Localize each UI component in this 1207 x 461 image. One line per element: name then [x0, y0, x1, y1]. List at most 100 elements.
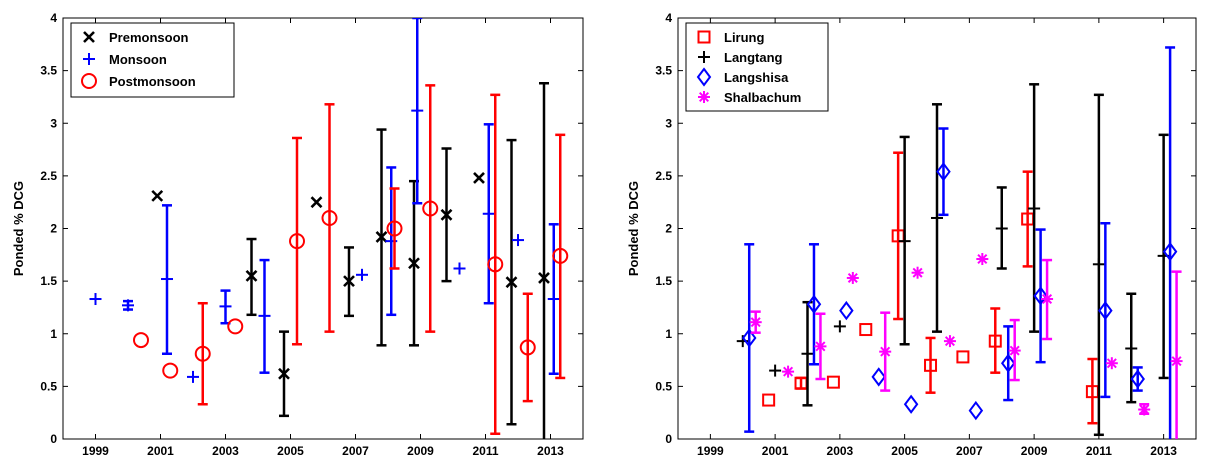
data-point [375, 231, 388, 243]
legend-marker [698, 91, 710, 103]
legend-marker [83, 31, 95, 43]
legend: Premonsoon Monsoon Postmonsoon [70, 22, 235, 98]
y-axis-label: Ponded % DCG [626, 181, 641, 276]
data-point [133, 332, 149, 349]
data-point [859, 323, 873, 337]
legend-label: Monsoon [109, 52, 167, 67]
data-point [769, 364, 782, 377]
data-point [782, 365, 795, 378]
x-tick-label: 2003 [212, 444, 239, 458]
data-point [538, 272, 550, 284]
data-point [846, 271, 859, 284]
data-point [356, 268, 368, 281]
x-tick-label: 2009 [407, 444, 434, 458]
x-tick-label: 2013 [537, 444, 564, 458]
error-bar [938, 127, 949, 217]
data-point [289, 233, 305, 250]
y-tick-label: 3.5 [655, 64, 672, 78]
x-tick-label: 2007 [342, 444, 369, 458]
data-point [310, 196, 323, 209]
data-point [943, 335, 956, 348]
data-point [487, 256, 504, 273]
data-point [278, 367, 290, 380]
data-point [968, 400, 984, 421]
y-tick-label: 0.5 [40, 379, 57, 393]
y-tick-label: 2.5 [655, 169, 672, 183]
legend-entry: Shalbachum [698, 90, 801, 105]
data-point [762, 393, 776, 407]
legend-box [70, 22, 235, 98]
data-point [741, 328, 757, 348]
left-seasonal-chart: 0 0.5 1 1.5 2 2.5 3 3.5 4 1999 2001 2003 2005 2007 200… [11, 11, 584, 458]
y-axis-label: Ponded % DCG [11, 181, 26, 276]
data-point [976, 253, 989, 266]
y-tick-label: 0.5 [655, 379, 672, 393]
series-langshisa [741, 46, 1178, 439]
data-point [519, 339, 536, 356]
data-point [512, 234, 524, 247]
x-tick-label: 2005 [277, 444, 304, 458]
error-bar [197, 301, 208, 406]
series-postmonsoon [133, 84, 569, 435]
legend-entry: Langshisa [696, 67, 789, 87]
y-tick-label: 4 [50, 11, 57, 25]
data-point [1092, 258, 1105, 271]
data-point [386, 220, 403, 237]
y-tick-label: 0 [665, 432, 672, 446]
data-point [988, 334, 1002, 348]
data-point [1105, 357, 1118, 370]
x-tick-label: 1999 [697, 444, 724, 458]
y-tick-label: 4 [665, 11, 672, 25]
y-tick-label: 2.5 [40, 169, 57, 183]
legend-marker [83, 53, 95, 65]
legend-marker [81, 73, 97, 89]
series-monsoon [89, 18, 560, 383]
x-tick-label: 2011 [472, 444, 498, 458]
y-tick-label: 1.5 [40, 274, 57, 288]
data-point [879, 345, 892, 358]
data-point [1028, 202, 1041, 215]
data-point [162, 362, 179, 379]
data-point [1162, 241, 1178, 262]
data-point [552, 247, 569, 264]
series-langtang [736, 83, 1170, 437]
error-bar [1165, 46, 1176, 439]
series-shalbachum [749, 253, 1183, 439]
legend-label: Langshisa [724, 70, 789, 85]
data-point [422, 200, 439, 217]
error-bar [990, 307, 1001, 374]
x-tick-label: 2001 [762, 444, 789, 458]
data-point [898, 235, 911, 248]
error-bar [1100, 221, 1111, 399]
legend-entry: Postmonsoon [81, 73, 196, 89]
error-bar [292, 136, 302, 346]
error-bar [744, 243, 755, 433]
legend-label: Shalbachum [724, 90, 801, 105]
data-point [482, 207, 495, 220]
error-bar [1022, 170, 1033, 268]
data-point [806, 294, 822, 314]
y-tick-label: 1.5 [655, 274, 672, 288]
data-point [995, 222, 1008, 235]
data-point [749, 316, 762, 329]
x-tick-label: 2007 [956, 444, 983, 458]
error-bar [893, 151, 904, 321]
legend-label: Langtang [724, 50, 783, 65]
data-point [1098, 300, 1113, 321]
x-tick-label: 1999 [82, 444, 109, 458]
data-point [547, 293, 560, 306]
data-point [931, 211, 943, 224]
data-point [227, 318, 244, 335]
y-tick-label: 0 [50, 432, 57, 446]
error-bar [555, 133, 566, 380]
data-point [911, 266, 924, 279]
legend-entry: Premonsoon [83, 30, 189, 45]
legend-label: Postmonsoon [109, 74, 196, 89]
data-point [219, 300, 232, 313]
data-point [1041, 293, 1054, 306]
data-point [903, 394, 919, 414]
legend-entry: Langtang [698, 50, 783, 65]
y-tick-label: 1 [50, 327, 57, 341]
data-point [839, 300, 854, 321]
legend-marker [698, 51, 710, 63]
